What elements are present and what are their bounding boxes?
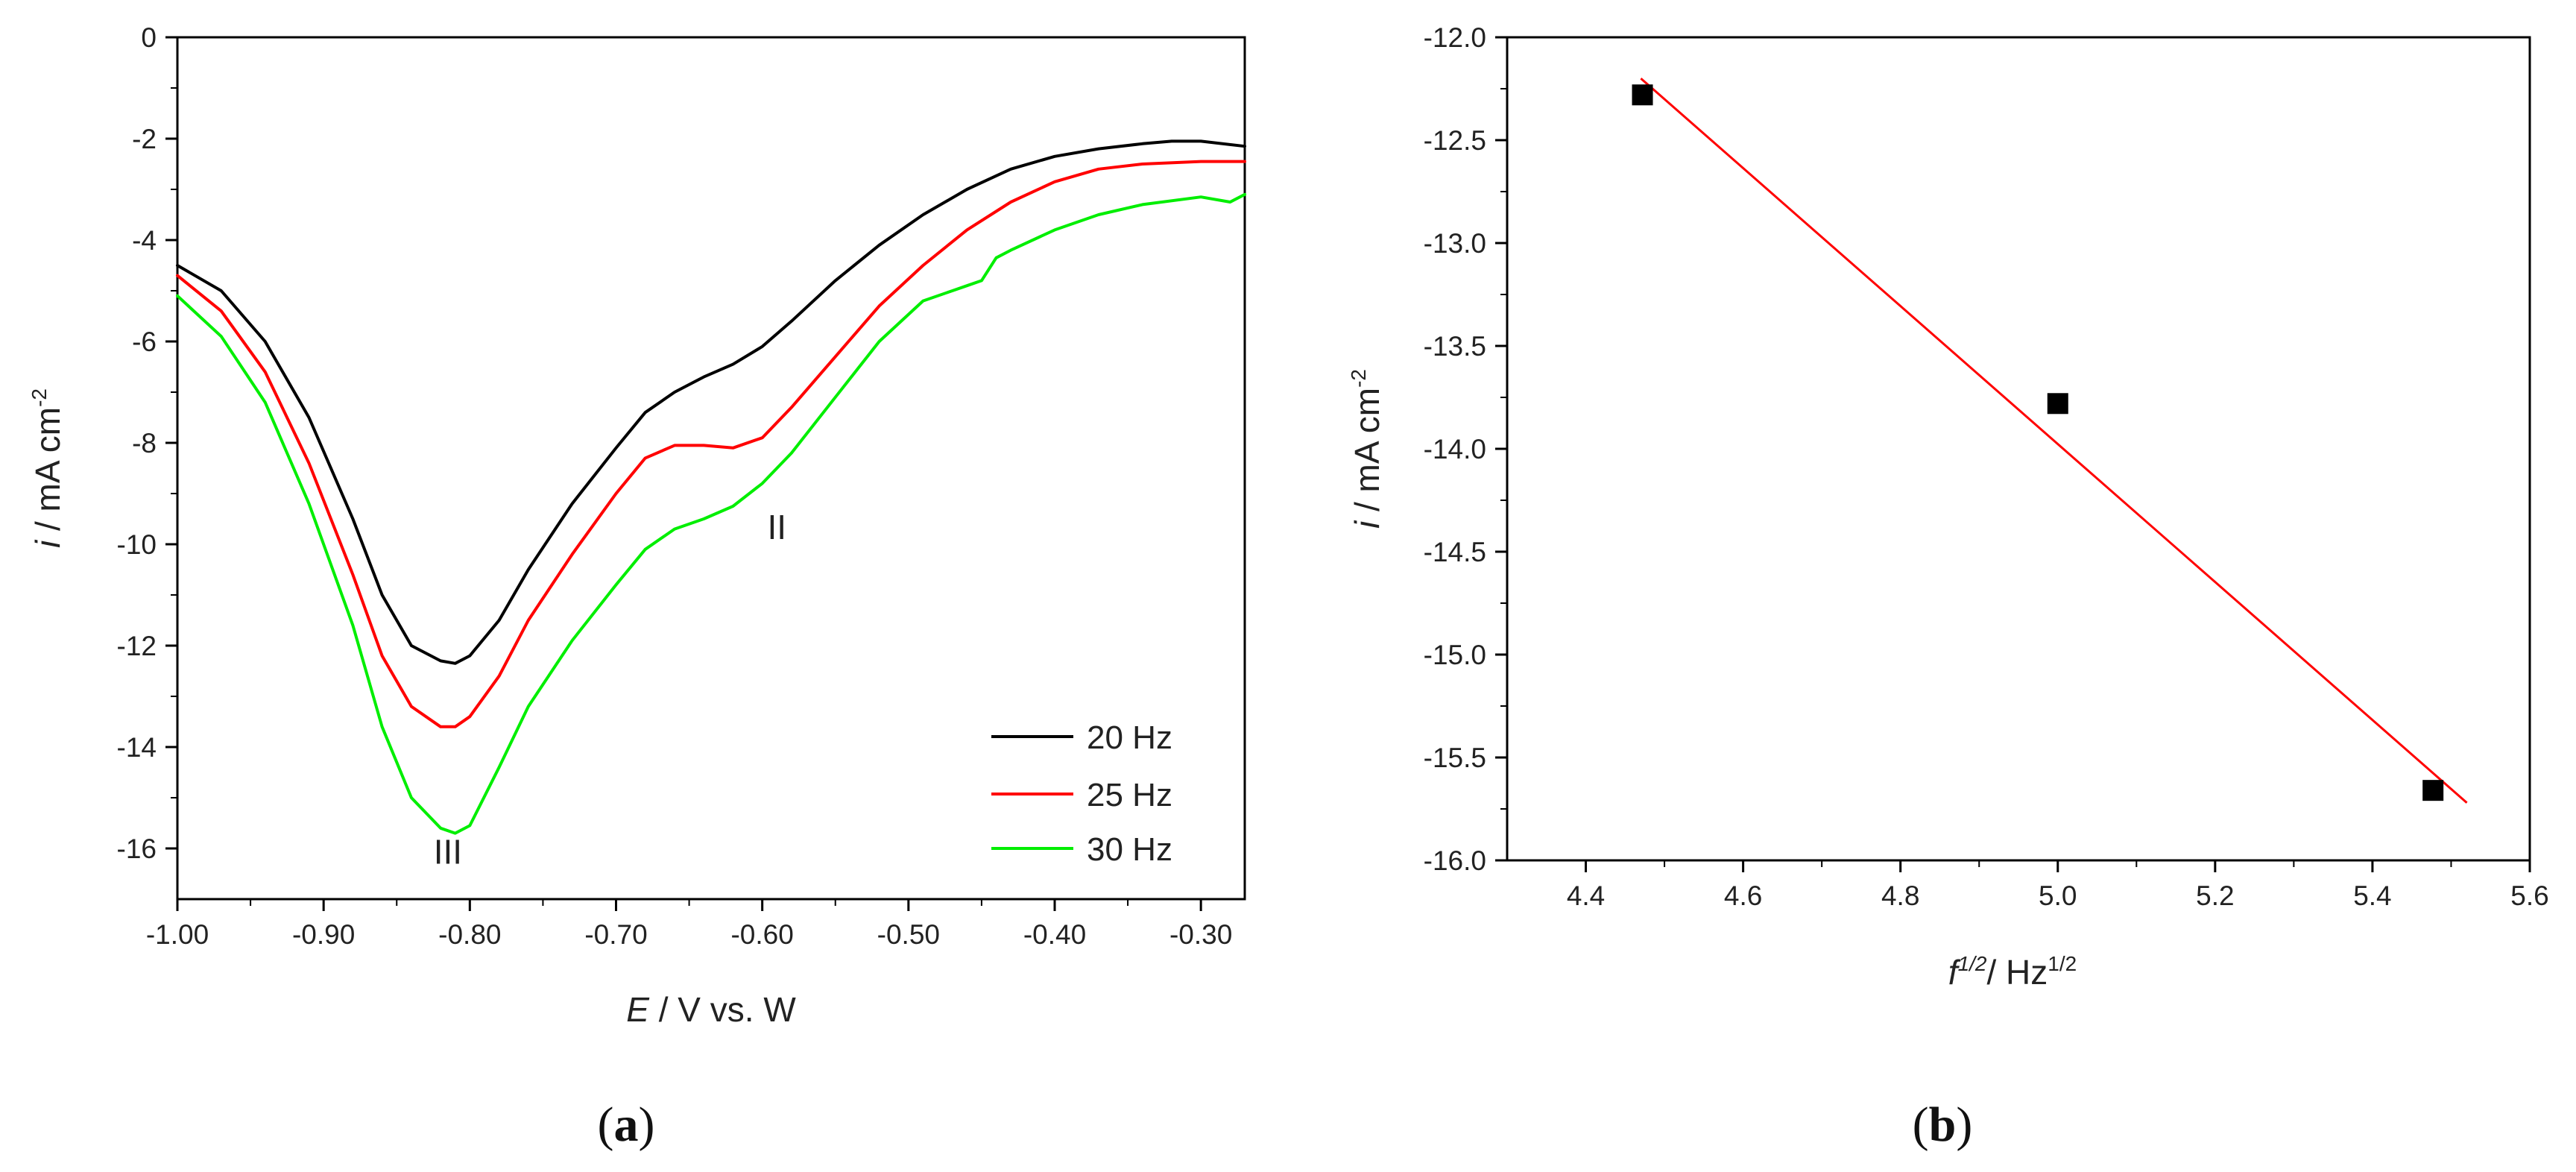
panel-b-y-axis-title: i / mA cm-2 [1347, 369, 1386, 529]
panel-b-y-tick-label: -13.5 [1424, 331, 1486, 362]
panel-b-x-axis-title: f1/2/ Hz1/2 [1948, 952, 2077, 992]
legend-label-30hz: 30 Hz [1087, 831, 1172, 868]
annotation-peak-ii: II [767, 508, 786, 546]
panel-b-y-tick-label: -15.5 [1424, 743, 1486, 773]
panel-b-x-axis-var: f [1948, 953, 1961, 992]
panel-a-letter: a [614, 1097, 639, 1152]
panel-a-x-tick-label: -0.90 [292, 919, 355, 950]
panel-a-y-axis-sup: -2 [28, 388, 51, 407]
panel-b-y-tick-label: -16.0 [1424, 845, 1486, 876]
panel-a-y-tick-label: -6 [132, 327, 157, 357]
panel-b-x-tick-label: 5.4 [2353, 880, 2391, 911]
panel-b-y-tick-label: -15.0 [1424, 640, 1486, 670]
panel-b-x-axis-var-sup: 1/2 [1958, 952, 1987, 975]
data-point-square [2422, 780, 2444, 801]
panel-b-x-tick-label: 5.6 [2510, 880, 2548, 911]
linear-fit-line [1640, 78, 2468, 804]
panel-a-y-axis-title: i / mA cm-2 [28, 388, 67, 548]
legend-label-25hz: 25 Hz [1087, 777, 1172, 813]
panel-a-x-axis-var: E [626, 990, 650, 1029]
legend-label-20hz: 20 Hz [1087, 719, 1172, 756]
panel-b-y-axis-var: i [1348, 520, 1386, 529]
panel-b-y-axis-sup: -2 [1347, 369, 1370, 388]
data-point-square [2047, 393, 2068, 415]
panel-a-x-tick-label: -0.70 [584, 919, 647, 950]
panel-a-y-tick-label: -12 [117, 631, 157, 661]
panel-a-x-tick-label: -0.60 [730, 919, 793, 950]
panel-b-y-tick-label: -12.0 [1424, 22, 1486, 53]
series-line-20-hz [176, 139, 1246, 665]
panel-b-x-tick-label: 4.8 [1881, 880, 1919, 911]
series-line-25-hz [176, 160, 1246, 728]
panel-a-legend: 20 Hz 25 Hz 30 Hz [991, 719, 1172, 868]
panel-b-series [1632, 78, 2468, 804]
series-line-30-hz [176, 192, 1246, 835]
panel-a: -1.00 -0.90 -0.80 -0.70 -0.60 -0.50 -0.40 -0.30… [28, 22, 1246, 1152]
panel-a-y-tick-label: -4 [132, 225, 157, 256]
panel-a-y-tick-label: -10 [117, 529, 157, 560]
panel-a-x-tick-label: -0.80 [438, 919, 501, 950]
panel-a-x-tick-label: -0.30 [1169, 919, 1232, 950]
panel-a-x-axis-rest: / V vs. W [649, 990, 796, 1029]
panel-b-y-tick-label: -14.5 [1424, 537, 1486, 567]
panel-b-x-tick-label: 5.2 [2196, 880, 2234, 911]
panel-b-y-axis-rest: / mA cm [1348, 388, 1386, 521]
panel-b-x-tick-label: 4.4 [1567, 880, 1605, 911]
panel-b: 4.4 4.6 4.8 5.0 5.2 5.4 5.6 -12.0 -12.5 -13.0 -13.… [1347, 22, 2549, 1152]
panel-b-letter: b [1929, 1097, 1957, 1152]
panel-a-y-tick-label: -16 [117, 834, 157, 864]
panel-b-x-tick-label: 5.0 [2039, 880, 2077, 911]
panel-b-ticks: 4.4 4.6 4.8 5.0 5.2 5.4 5.6 -12.0 -12.5 -13.0 -13.… [1424, 22, 2549, 911]
annotation-peak-iii: III [434, 832, 462, 871]
panel-a-series [176, 139, 1246, 835]
panel-a-y-tick-label: 0 [141, 22, 157, 53]
panel-b-plot-frame [1506, 36, 2531, 862]
panel-b-x-axis-rest: / Hz [1987, 953, 2048, 992]
panel-a-x-tick-label: -1.00 [146, 919, 209, 950]
panel-a-x-tick-label: -0.40 [1023, 919, 1086, 950]
panel-b-y-tick-label: -14.0 [1424, 434, 1486, 464]
panel-a-y-tick-label: -8 [132, 428, 157, 459]
panel-a-y-axis-rest: / mA cm [28, 407, 67, 541]
panel-b-y-tick-label: -12.5 [1424, 125, 1486, 156]
panel-b-x-tick-label: 4.6 [1724, 880, 1762, 911]
panel-b-y-tick-label: -13.0 [1424, 228, 1486, 259]
panel-a-x-tick-label: -0.50 [877, 919, 940, 950]
panel-a-label: (a) [598, 1097, 655, 1152]
panel-a-y-tick-label: -2 [132, 124, 157, 154]
panel-a-y-axis-var: i [28, 539, 67, 548]
panel-b-label: (b) [1913, 1097, 1973, 1152]
panel-a-plot-frame [176, 36, 1246, 901]
panel-a-ticks: -1.00 -0.90 -0.80 -0.70 -0.60 -0.50 -0.40 -0.30… [117, 22, 1233, 950]
panel-a-x-axis-title: E / V vs. W [626, 990, 796, 1029]
data-point-square [1632, 84, 1653, 106]
panel-b-x-axis-sup: 1/2 [2048, 952, 2077, 975]
panel-a-y-tick-label: -14 [117, 732, 157, 763]
